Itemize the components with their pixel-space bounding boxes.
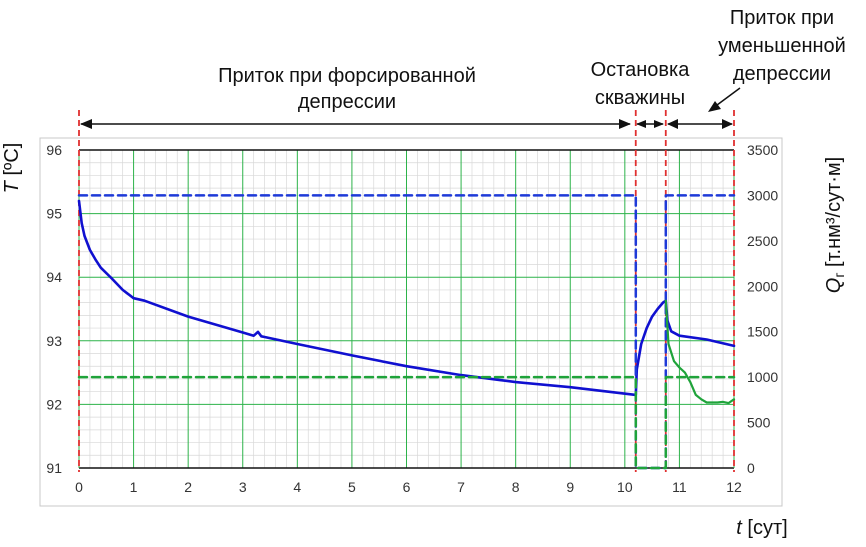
reduced-span-arrowhead-left	[667, 119, 678, 129]
x-tick-label: 0	[75, 479, 83, 495]
shutin-span-arrowhead-left	[636, 120, 646, 128]
x-tick-label: 4	[293, 479, 301, 495]
x-tick-label: 12	[726, 479, 742, 495]
annotation-shutin-line2: скважины	[595, 87, 685, 109]
y-left-tick-label: 93	[46, 333, 62, 349]
y-left-tick-label: 94	[46, 269, 62, 285]
reduced-pointer-arrowhead	[708, 101, 721, 112]
x-tick-label: 6	[403, 479, 411, 495]
annotation-forced-line1: Приток при форсированной	[218, 65, 476, 87]
annotation-reduced-line2: уменьшенной	[718, 35, 846, 57]
reduced-span-arrowhead-right	[722, 119, 733, 129]
forced-span-arrowhead-left	[80, 119, 92, 129]
x-tick-label: 3	[239, 479, 247, 495]
temperature-green-line	[664, 299, 736, 405]
y-right-tick-label: 1500	[747, 324, 778, 340]
x-tick-label: 5	[348, 479, 356, 495]
annotation-shutin-line1: Остановка	[591, 59, 691, 81]
x-tick-label: 11	[672, 479, 687, 495]
y-right-axis-label: Qг [т.нм³/сут·м]	[823, 157, 847, 293]
y-right-tick-label: 0	[747, 460, 755, 476]
y-right-tick-label: 3500	[747, 142, 778, 158]
x-tick-label: 2	[184, 479, 192, 495]
rate-green-dashed-line	[77, 375, 736, 470]
y-right-tick-label: 3000	[747, 187, 778, 203]
x-tick-label: 8	[512, 479, 520, 495]
y-left-tick-label: 96	[46, 142, 62, 158]
y-left-tick-label: 91	[46, 460, 62, 476]
y-right-tick-label: 2000	[747, 278, 778, 294]
temperature-series-line	[77, 199, 736, 397]
annotation-reduced-line3: депрессии	[733, 63, 831, 85]
x-tick-label: 9	[566, 479, 574, 495]
forced-span-arrowhead-right	[619, 119, 631, 129]
x-axis-label: t [сут]	[736, 517, 787, 539]
y-left-tick-label: 95	[46, 206, 62, 222]
y-left-axis-label: T [ºC]	[1, 143, 23, 194]
y-right-tick-label: 500	[747, 415, 771, 431]
y-right-tick-label: 2500	[747, 233, 778, 249]
x-tick-label: 1	[130, 479, 138, 495]
annotation-forced-line2: депрессии	[298, 91, 396, 113]
annotation-arrows	[80, 87, 741, 129]
x-tick-label: 10	[617, 479, 633, 495]
shutin-span-arrowhead-right	[654, 120, 664, 128]
y-right-tick-label: 1000	[747, 369, 778, 385]
y-left-tick-label: 92	[46, 396, 62, 412]
annotation-reduced-line1: Приток при	[730, 7, 834, 29]
x-tick-label: 7	[457, 479, 465, 495]
